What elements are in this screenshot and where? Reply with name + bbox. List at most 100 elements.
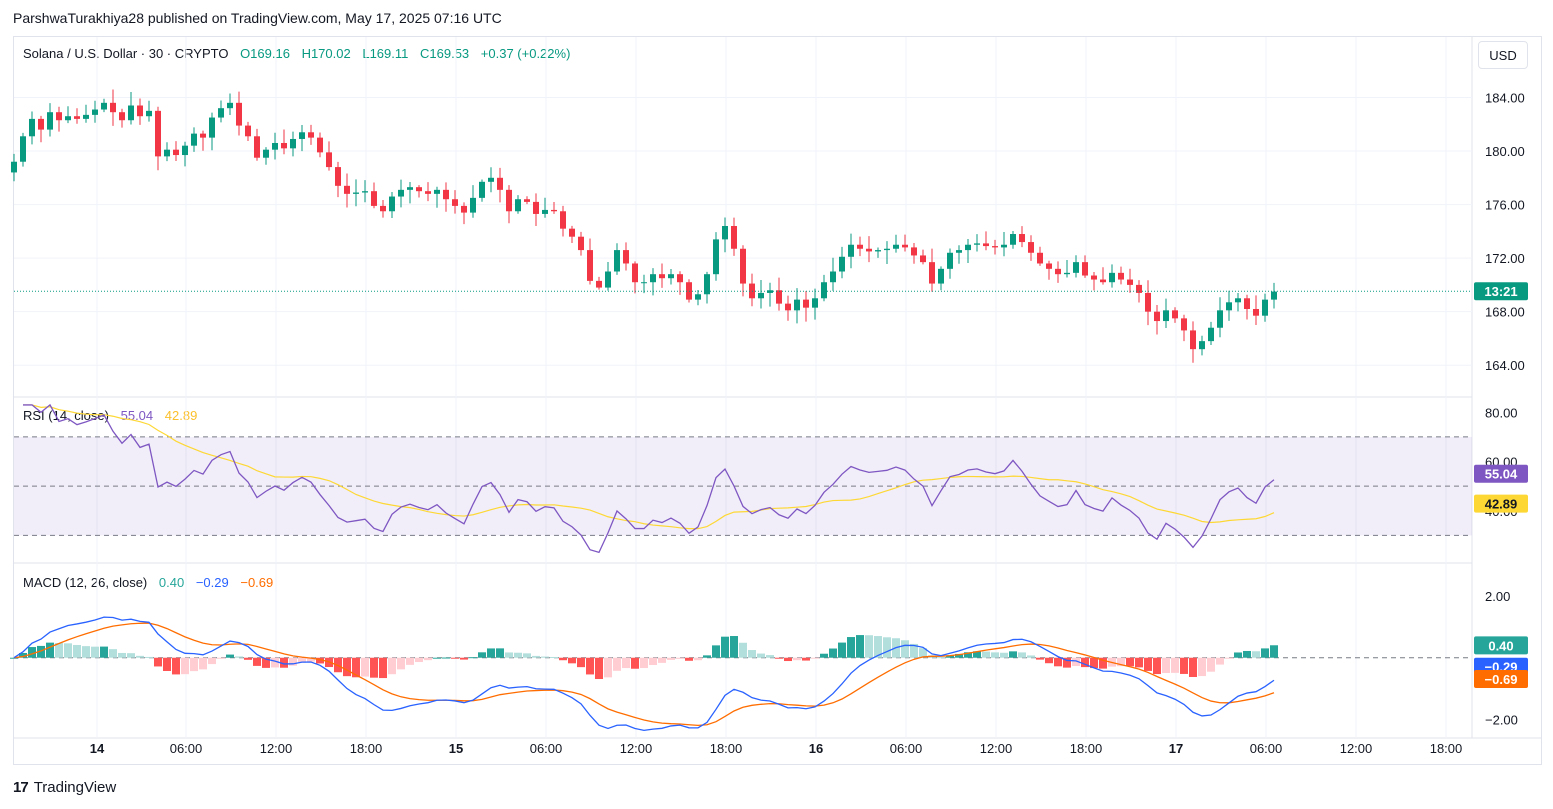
- candle-up: [389, 196, 395, 212]
- candle-up: [1208, 327, 1214, 342]
- candle-up: [830, 271, 836, 283]
- macd-histogram-bar: [847, 637, 855, 658]
- candle-down: [110, 102, 116, 113]
- candle-down: [344, 185, 350, 194]
- macd-histogram-bar: [649, 657, 657, 666]
- macd-histogram-bar: [424, 657, 432, 661]
- macd-histogram-bar: [775, 657, 783, 659]
- macd-histogram-bar: [397, 657, 405, 670]
- candle-up: [362, 191, 368, 193]
- macd-line: [13, 616, 1275, 732]
- macd-histogram-bar: [739, 642, 747, 658]
- rsi-label[interactable]: RSI (14, close): [23, 408, 109, 423]
- macd-histogram-bar: [1207, 657, 1215, 672]
- time-axis-tick: 18:00: [1430, 741, 1463, 756]
- candle-up: [974, 243, 980, 245]
- price-axis-tick: 172.00: [1485, 251, 1525, 266]
- macd-histogram-bar: [721, 636, 729, 658]
- macd-histogram-bar: [154, 657, 162, 667]
- publisher-header: ParshwaTurakhiya28 published on TradingV…: [13, 10, 502, 26]
- candle-down: [119, 112, 125, 121]
- macd-histogram-bar: [487, 648, 495, 658]
- macd-histogram-bar: [388, 657, 396, 675]
- macd-histogram-bar: [172, 657, 180, 675]
- candle-down: [659, 274, 665, 279]
- candle-up: [956, 250, 962, 253]
- candle-down: [1082, 262, 1088, 276]
- candle-down: [1118, 272, 1124, 280]
- macd-histogram-bar: [1027, 655, 1035, 658]
- candle-up: [92, 109, 98, 115]
- currency-button[interactable]: USD: [1478, 41, 1528, 69]
- macd-histogram-bar: [604, 657, 612, 678]
- candle-down: [1091, 275, 1097, 280]
- candle-down: [1154, 311, 1160, 322]
- candle-down: [1253, 308, 1259, 316]
- macd-histogram-bar: [433, 657, 441, 659]
- rsi-ma-tag-text: 42.89: [1485, 497, 1518, 512]
- candle-up: [812, 298, 818, 308]
- candle-up: [65, 116, 71, 121]
- macd-histogram-bar: [703, 655, 711, 658]
- macd-histogram-bar: [379, 657, 387, 679]
- candle-down: [1127, 279, 1133, 285]
- macd-histogram-bar: [730, 636, 738, 658]
- candle-down: [578, 236, 584, 251]
- candle-up: [1001, 244, 1007, 248]
- macd-histogram-bar: [469, 657, 477, 659]
- macd-label[interactable]: MACD (12, 26, close): [23, 575, 148, 590]
- macd-histogram-bar: [370, 657, 378, 678]
- candle-up: [704, 274, 710, 295]
- candle-down: [506, 189, 512, 212]
- macd-histogram-bar: [1009, 651, 1017, 658]
- candle-up: [434, 189, 440, 194]
- brand-name: TradingView: [33, 779, 117, 796]
- candle-up: [128, 105, 134, 121]
- macd-histogram-bar: [478, 652, 486, 658]
- candle-up: [146, 110, 152, 117]
- macd-histogram-bar: [667, 657, 675, 660]
- macd-histogram-bar: [658, 657, 666, 663]
- candle-down: [200, 133, 206, 138]
- candle-down: [317, 137, 323, 153]
- macd-histogram-bar: [1171, 657, 1179, 673]
- macd-histogram-bar: [1081, 657, 1089, 668]
- candle-up: [1226, 302, 1232, 311]
- candle-down: [1172, 310, 1178, 319]
- macd-signal-line: [13, 622, 1275, 727]
- candle-down: [1037, 252, 1043, 264]
- macd-histogram-bar: [613, 657, 621, 671]
- rsi-ma-value: 42.89: [164, 408, 198, 423]
- candle-down: [155, 110, 161, 157]
- macd-histogram-bar: [811, 657, 819, 659]
- macd-histogram-bar: [118, 652, 126, 658]
- candle-down: [920, 255, 926, 263]
- candle-up: [893, 244, 899, 249]
- macd-histogram-bar: [1054, 657, 1062, 667]
- macd-histogram-bar: [748, 650, 756, 658]
- macd-histogram-bar: [316, 657, 324, 664]
- macd-histogram-bar: [802, 657, 810, 661]
- candle-up: [20, 136, 26, 162]
- rsi-line: [23, 403, 1275, 554]
- macd-histogram-bar: [550, 656, 558, 658]
- macd-histogram-bar: [793, 657, 801, 661]
- macd-histogram-bar: [676, 657, 684, 659]
- macd-histogram-bar: [946, 655, 954, 658]
- chart-frame: [13, 36, 1542, 765]
- macd-legend: MACD (12, 26, close) 0.40 −0.29 −0.69: [23, 575, 275, 590]
- price-change: +0.37 (+0.22%): [480, 46, 571, 61]
- macd-histogram-bar: [415, 657, 423, 663]
- macd-histogram-bar: [568, 657, 576, 664]
- macd-histogram-bar: [1018, 652, 1026, 658]
- macd-histogram-bar: [1162, 657, 1170, 674]
- macd-histogram-bar: [505, 652, 513, 658]
- candle-up: [821, 282, 827, 299]
- time-axis-tick: 17: [1169, 741, 1183, 756]
- macd-histogram-bar: [37, 645, 45, 658]
- macd-histogram-bar: [271, 657, 279, 668]
- candle-down: [1181, 318, 1187, 331]
- symbol-name[interactable]: Solana / U.S. Dollar · 30 · CRYPTO: [23, 46, 229, 61]
- macd-histogram-bar: [991, 652, 999, 658]
